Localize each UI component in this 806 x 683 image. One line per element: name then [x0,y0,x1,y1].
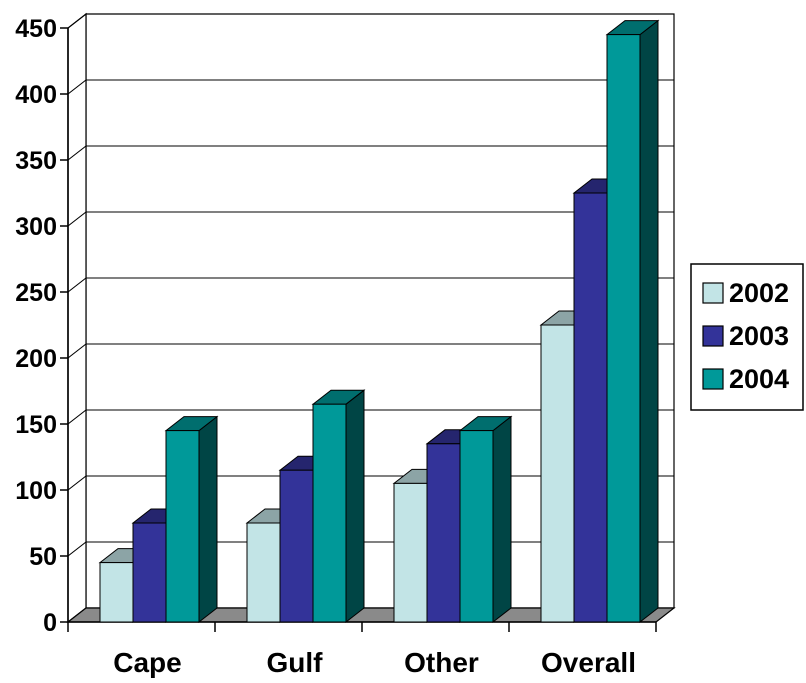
bar-front-face [573,192,608,623]
legend-label-2003: 2003 [729,321,789,351]
bar-front-face [246,522,281,623]
gridlines [67,13,674,557]
x-axis-category-labels: Cape Gulf Other Overall [113,647,636,678]
x-tick-label-cape: Cape [113,647,181,678]
bar-overall-2004 [605,19,660,624]
legend-swatch-2004 [702,368,724,390]
legend-item-2003: 2003 [702,321,789,351]
legend-item-2002: 2002 [702,278,789,308]
gridline-250 [67,277,674,293]
bar-front-face [606,34,641,623]
bar-front-face [426,443,461,623]
legend-label-2002: 2002 [729,278,789,308]
y-tick-label-0: 0 [43,609,57,637]
y-tick-label-100: 100 [15,477,57,505]
bar-front-face [279,469,314,623]
bar-front-face [459,430,494,623]
bar-side-face [639,19,659,624]
bar-other-2004 [458,415,513,624]
y-tick-label-400: 400 [15,81,57,109]
bars [98,19,660,624]
legend-label-2004: 2004 [729,364,789,394]
legend-swatch-2002 [702,282,724,304]
x-tick-label-overall: Overall [541,647,636,678]
y-tick-label-50: 50 [29,543,57,571]
gridline-350 [67,145,674,161]
gridline-150 [67,409,674,425]
bar-front-face [312,403,347,623]
y-tick-label-350: 350 [15,147,57,175]
legend-swatch-2003 [702,325,724,347]
y-tick-label-150: 150 [15,411,57,439]
bar-front-face [99,562,134,623]
x-tick-label-other: Other [404,647,479,678]
bar-side-face [345,389,365,624]
gridline-450 [67,13,674,29]
bar-gulf-2004 [311,389,366,624]
bar-front-face [165,430,200,623]
bar-front-face [540,324,575,623]
bar-cape-2004 [164,415,219,624]
bar-front-face [132,522,167,623]
bar-side-face [492,415,512,624]
y-tick-label-200: 200 [15,345,57,373]
legend: 2002 2003 2004 [690,263,804,411]
gridline-400 [67,79,674,95]
y-tick-label-450: 450 [15,15,57,43]
y-axis-tick-labels: 0 50 100 150 200 250 300 350 400 450 [15,15,57,637]
bar-front-face [393,482,428,623]
legend-item-2004: 2004 [702,364,789,394]
gridline-300 [67,211,674,227]
y-tick-label-250: 250 [15,279,57,307]
bar-side-face [198,415,218,624]
y-tick-label-300: 300 [15,213,57,241]
gridline-200 [67,343,674,359]
side-wall [67,12,87,624]
x-tick-label-gulf: Gulf [267,647,324,678]
